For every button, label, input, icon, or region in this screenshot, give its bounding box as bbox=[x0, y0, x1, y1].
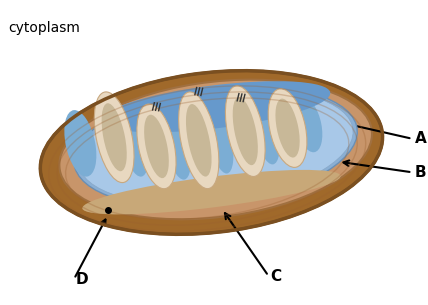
Ellipse shape bbox=[186, 104, 211, 177]
Ellipse shape bbox=[144, 115, 169, 178]
Ellipse shape bbox=[101, 103, 127, 171]
Ellipse shape bbox=[94, 92, 134, 183]
Ellipse shape bbox=[276, 99, 300, 158]
Ellipse shape bbox=[268, 89, 307, 167]
Ellipse shape bbox=[295, 98, 322, 152]
Text: B: B bbox=[414, 165, 426, 180]
Text: A: A bbox=[414, 131, 426, 146]
Ellipse shape bbox=[178, 92, 219, 189]
Text: C: C bbox=[270, 268, 282, 284]
Ellipse shape bbox=[164, 113, 191, 180]
Ellipse shape bbox=[226, 86, 265, 177]
Text: D: D bbox=[76, 271, 89, 287]
Text: cytoplasm: cytoplasm bbox=[9, 21, 80, 35]
Ellipse shape bbox=[122, 116, 148, 177]
Ellipse shape bbox=[101, 81, 330, 132]
Ellipse shape bbox=[82, 170, 341, 214]
Ellipse shape bbox=[74, 86, 357, 207]
Ellipse shape bbox=[253, 98, 279, 164]
Ellipse shape bbox=[64, 110, 96, 177]
Ellipse shape bbox=[78, 89, 353, 204]
Ellipse shape bbox=[40, 71, 383, 234]
Ellipse shape bbox=[59, 80, 372, 219]
Ellipse shape bbox=[137, 104, 176, 189]
Ellipse shape bbox=[233, 97, 258, 165]
Ellipse shape bbox=[206, 101, 233, 174]
